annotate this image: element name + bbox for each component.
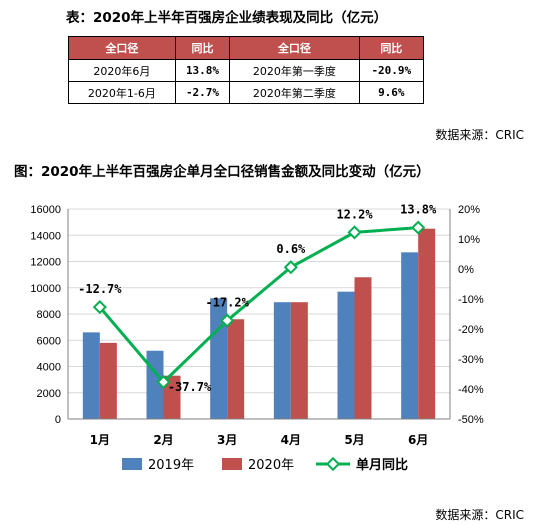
table-title: 表：2020年上半年百强房企业绩表现及同比（亿元）	[66, 10, 388, 26]
y-tick-label-left: 8000	[37, 309, 61, 321]
bar-2019年	[210, 298, 228, 419]
table-header-cell: 同比	[358, 36, 425, 60]
legend-swatch-2019年	[122, 458, 142, 470]
y-tick-label-right: -30%	[458, 354, 484, 366]
y-tick-label-left: 4000	[37, 362, 61, 374]
bar-2019年	[273, 302, 291, 419]
bar-2020年	[163, 375, 181, 419]
data-label: -37.7%	[168, 380, 212, 394]
legend-label: 2020年	[248, 458, 294, 473]
bar-2020年	[290, 302, 308, 419]
table-cell: 13.8%	[174, 59, 231, 82]
bar-2019年	[82, 332, 100, 419]
data-label: 12.2%	[336, 207, 373, 221]
bar-2020年	[354, 277, 372, 419]
bar-2020年	[99, 342, 117, 419]
y-tick-label-right: -50%	[458, 414, 484, 426]
y-tick-label-left: 10000	[30, 283, 61, 295]
table-cell: 2020年1-6月	[68, 81, 176, 104]
sales-combo-chart: 0 2000 4000 6000 8000 10000 12000 14000 16000 -50…	[30, 203, 484, 473]
y-tick-label-right: 0%	[458, 264, 474, 276]
table-cell: 2020年第二季度	[229, 81, 360, 104]
y-tick-label-left: 6000	[37, 335, 61, 347]
table-cell: 2020年6月	[68, 59, 176, 82]
y-tick-label-right: 20%	[458, 204, 480, 216]
line-point	[220, 313, 235, 328]
table-header-cell: 同比	[174, 36, 231, 60]
table-row: 2020年1-6月 -2.7% 2020年第二季度 9.6%	[68, 81, 425, 104]
table-cell: 2020年第一季度	[229, 59, 360, 82]
legend-swatch-marker	[325, 456, 341, 472]
legend-label: 单月同比	[356, 457, 408, 473]
table-cell: 9.6%	[358, 81, 425, 104]
line-point	[156, 375, 171, 390]
bar-2020年	[227, 319, 245, 419]
line-point	[411, 220, 426, 235]
line-point	[283, 260, 298, 275]
line-单月同比	[98, 226, 419, 385]
x-tick-label: 6月	[408, 433, 428, 447]
legend-label: 2019年	[148, 458, 194, 473]
bar-2019年	[337, 291, 355, 419]
data-source-note-bottom: 数据来源：CRIC	[435, 508, 524, 522]
y-tick-label-right: 10%	[458, 234, 480, 246]
x-tick-label: 1月	[90, 433, 110, 447]
table-row: 2020年6月 13.8% 2020年第一季度 -20.9%	[68, 59, 425, 82]
data-label: 0.6%	[276, 242, 306, 256]
y-tick-label-left: 16000	[30, 204, 61, 216]
line-point	[347, 225, 362, 240]
legend-swatch-2020年	[222, 458, 242, 470]
data-label: -17.2%	[205, 296, 249, 310]
data-source-note: 数据来源：CRIC	[435, 128, 524, 142]
x-tick-label: 2月	[153, 433, 173, 447]
x-tick-label: 5月	[344, 433, 364, 447]
data-label: 13.8%	[400, 203, 437, 217]
table-cell: -20.9%	[358, 59, 425, 82]
table-header-cell: 全口径	[68, 36, 176, 60]
performance-table: 全口径 同比 全口径 同比 2020年6月 13.8% 2020年第一季度 -2…	[68, 36, 425, 104]
y-tick-label-right: -10%	[458, 294, 484, 306]
y-tick-label-left: 0	[55, 414, 61, 426]
data-label: -12.7%	[78, 282, 122, 296]
table-header-cell: 全口径	[229, 36, 360, 60]
y-tick-label-left: 14000	[30, 230, 61, 242]
y-tick-label-left: 2000	[37, 388, 61, 400]
y-tick-label-right: -20%	[458, 324, 484, 336]
table-cell: -2.7%	[174, 81, 231, 104]
chart-title: 图：2020年上半年百强房企单月全口径销售金额及同比变动（亿元）	[14, 164, 430, 180]
bar-2019年	[401, 252, 419, 419]
line-point	[92, 300, 107, 315]
table-header-row: 全口径 同比 全口径 同比	[68, 36, 425, 60]
x-tick-label: 4月	[281, 433, 301, 447]
y-tick-label-right: -40%	[458, 384, 484, 396]
y-tick-label-left: 12000	[30, 257, 61, 269]
bar-2020年	[418, 228, 436, 419]
x-tick-label: 3月	[217, 433, 237, 447]
